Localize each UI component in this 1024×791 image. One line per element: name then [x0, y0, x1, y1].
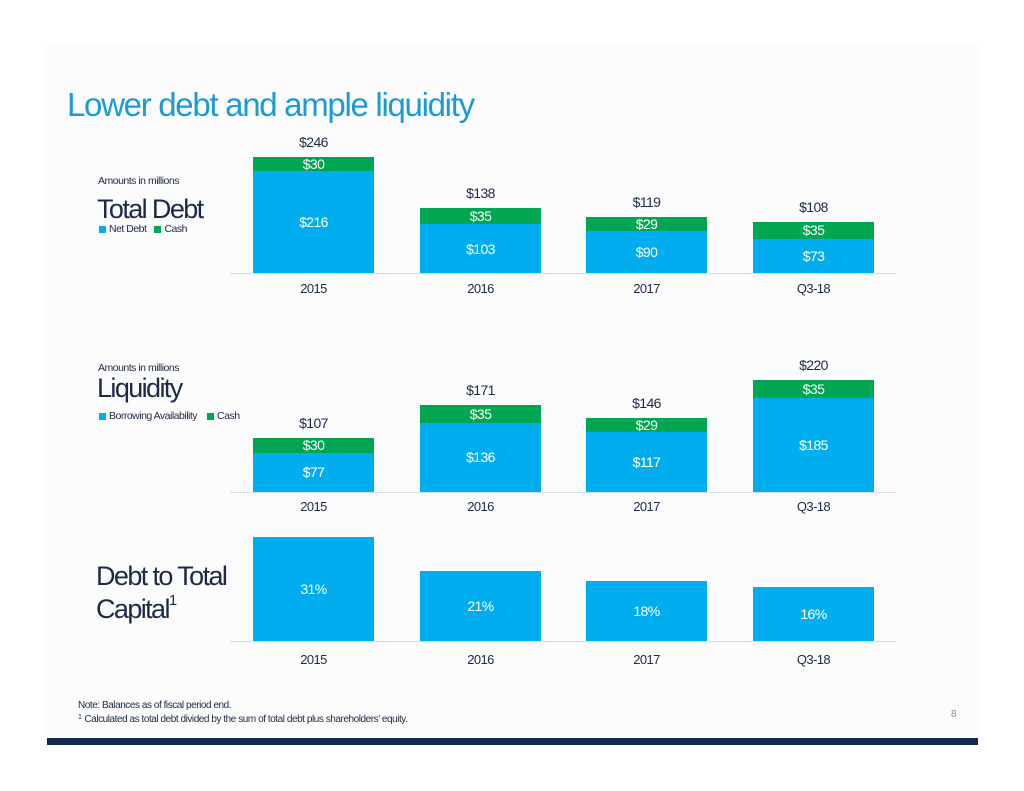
total-debt-legend: Net Debt Cash — [99, 223, 195, 235]
liquidity-label-borrowing-availability-2016: $136 — [466, 449, 495, 466]
debt-to-capital-axis-label-2017: 2017 — [633, 652, 660, 667]
legend-item-net-debt: Net Debt — [99, 223, 147, 235]
debt-to-capital-label-debt-to-total-capital-2017: 18% — [633, 602, 660, 619]
bottom-bar — [47, 738, 978, 745]
liquidity-total-label-2015: $107 — [299, 414, 328, 431]
liquidity-label-cash-2016: $35 — [469, 405, 492, 422]
debt-to-capital-axis-label-2016: 2016 — [467, 652, 494, 667]
page-number: 8 — [951, 709, 957, 720]
total-debt-total-label-q3-18: $108 — [799, 199, 828, 216]
liquidity-label-cash-2017: $29 — [635, 417, 658, 434]
total-debt-bar-cash-q3-18 — [753, 222, 874, 239]
total-debt-bar-net-debt-2016 — [420, 224, 541, 273]
legend-swatch-cash — [154, 225, 162, 233]
debt-to-capital-label-debt-to-total-capital-q3-18: 16% — [800, 606, 827, 623]
liquidity-bar-borrowing-availability-2016 — [420, 422, 541, 492]
total-debt-label-net-debt-2017: $90 — [635, 243, 658, 260]
liquidity-bar-borrowing-availability-q3-18 — [753, 397, 874, 492]
debt-to-capital-bar-debt-to-total-capital-2017 — [586, 580, 707, 641]
liquidity-axis-label-2015: 2015 — [300, 499, 327, 514]
liquidity-label-borrowing-availability-2017: $117 — [632, 454, 661, 471]
footnote-body: Calculated as total debt divided by the … — [84, 714, 408, 725]
liquidity-total-label-2017: $146 — [632, 394, 661, 411]
liquidity-bar-borrowing-availability-2017 — [586, 432, 707, 492]
debt-to-capital-bar-debt-to-total-capital-2015 — [253, 537, 374, 641]
liquidity-axis-label-2016: 2016 — [467, 499, 494, 514]
total-debt-label-net-debt-q3-18: $73 — [802, 247, 825, 264]
total-debt-total-label-2015: $246 — [299, 134, 328, 150]
liquidity-label-borrowing-availability-2015: $77 — [302, 464, 325, 481]
legend-label-net-debt: Net Debt — [109, 223, 147, 235]
legend-swatch-cash — [207, 412, 215, 420]
total-debt-bar-net-debt-2015 — [253, 171, 374, 273]
liquidity-axis-label-2017: 2017 — [633, 499, 660, 514]
total-debt-total-label-2017: $119 — [632, 193, 661, 210]
total-debt-axis-label-2015: 2015 — [300, 281, 327, 296]
liquidity-bar-cash-2015 — [253, 437, 374, 453]
legend-label-cash: Cash — [164, 223, 187, 235]
legend-swatch-net-debt — [99, 225, 106, 233]
debt-to-capital-axis-label-2015: 2015 — [300, 652, 327, 667]
liquidity-axis-label-q3-18: Q3-18 — [796, 499, 831, 514]
liquidity-label-cash-2015: $30 — [302, 437, 325, 454]
total-debt-label-cash-2016: $35 — [469, 208, 492, 225]
total-debt-axis-label-2017: 2017 — [633, 281, 660, 296]
legend-item-borrowing-availability: Borrowing Availability — [99, 410, 198, 422]
debt-to-capital-label-debt-to-total-capital-2016: 21% — [467, 597, 494, 614]
total-debt-total-label-2016: $138 — [466, 184, 495, 201]
debt-to-capital-title-line2: Capital1 — [96, 592, 178, 625]
total-debt-label-net-debt-2015: $216 — [299, 214, 328, 231]
total-debt-bar-net-debt-q3-18 — [753, 238, 874, 273]
legend-item-cash: Cash — [154, 223, 187, 235]
total-debt-label-cash-2015: $30 — [302, 156, 325, 173]
total-debt-axis-label-q3-18: Q3-18 — [796, 281, 831, 296]
legend-item-cash: Cash — [207, 410, 240, 422]
debt-to-capital-baseline — [230, 641, 896, 642]
total-debt-title: Total Debt — [97, 194, 204, 224]
liquidity-bar-cash-q3-18 — [753, 380, 874, 398]
liquidity-total-label-q3-18: $220 — [799, 357, 828, 373]
liquidity-label-borrowing-availability-q3-18: $185 — [799, 436, 828, 453]
debt-to-capital-label-debt-to-total-capital-2015: 31% — [300, 581, 327, 597]
liquidity-baseline — [230, 492, 896, 493]
footnote-marker: 1 — [168, 592, 178, 609]
liquidity-title: Liquidity — [97, 373, 183, 403]
liquidity-label-cash-q3-18: $35 — [802, 380, 825, 397]
total-debt-bar-cash-2016 — [420, 207, 541, 225]
legend-label-cash: Cash — [217, 410, 240, 422]
liquidity-bar-cash-2017 — [586, 417, 707, 433]
note-text: Note: Balances as of fiscal period end. — [78, 700, 232, 711]
liquidity-legend: Borrowing Availability Cash — [99, 410, 248, 422]
debt-to-capital-title-line1: Debt to Total — [96, 561, 228, 591]
total-debt-bar-cash-2017 — [586, 216, 707, 231]
debt-to-capital-axis-label-q3-18: Q3-18 — [796, 652, 831, 667]
total-debt-subtitle: Amounts in millions — [98, 175, 179, 187]
total-debt-bar-net-debt-2017 — [586, 230, 707, 273]
liquidity-subtitle: Amounts in millions — [98, 362, 179, 374]
liquidity-bar-borrowing-availability-2015 — [253, 452, 374, 492]
total-debt-label-cash-2017: $29 — [635, 215, 658, 232]
total-debt-baseline — [230, 273, 896, 274]
legend-swatch-borrowing-availability — [99, 412, 106, 420]
debt-to-capital-bar-debt-to-total-capital-2016 — [420, 570, 541, 641]
footnote-marker: 1 — [78, 714, 82, 721]
liquidity-total-label-2016: $171 — [466, 381, 495, 398]
page-title: Lower debt and ample liquidity — [67, 86, 475, 123]
liquidity-bar-cash-2016 — [420, 404, 541, 423]
footnote-text: 1 Calculated as total debt divided by the… — [78, 714, 408, 725]
total-debt-label-net-debt-2016: $103 — [466, 240, 495, 257]
debt-to-capital-bar-debt-to-total-capital-q3-18 — [753, 587, 874, 641]
legend-label-borrowing-availability: Borrowing Availability — [109, 410, 198, 422]
debt-to-capital-title-text: Capital — [96, 594, 170, 624]
total-debt-axis-label-2016: 2016 — [467, 281, 494, 296]
total-debt-bar-cash-2015 — [253, 157, 374, 172]
total-debt-label-cash-q3-18: $35 — [802, 222, 825, 239]
